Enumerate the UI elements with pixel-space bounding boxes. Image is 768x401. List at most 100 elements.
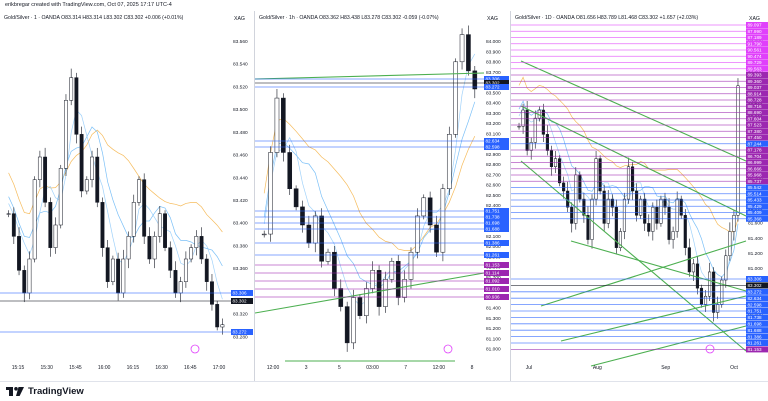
price-label-text: 89.037 bbox=[748, 85, 762, 90]
price-label-text: 81.751 bbox=[748, 309, 762, 314]
candle bbox=[79, 126, 84, 198]
price-label-text: 85.433 bbox=[748, 198, 762, 203]
price-label-text: 87.523 bbox=[748, 123, 762, 128]
trendline[interactable] bbox=[520, 60, 747, 162]
y-tick-label: 81.400 bbox=[486, 306, 501, 312]
price-label-text: 87.604 bbox=[748, 116, 762, 121]
y-tick-label: 81.600 bbox=[748, 221, 763, 227]
candle bbox=[142, 173, 147, 244]
candle bbox=[110, 255, 115, 286]
y-tick-label: 83.320 bbox=[233, 312, 248, 318]
candle bbox=[415, 208, 420, 259]
trendline[interactable] bbox=[560, 295, 747, 342]
alert-clock-icon[interactable] bbox=[443, 344, 453, 354]
price-label-text: 89.729 bbox=[748, 60, 762, 65]
chart-panel-1h[interactable]: Gold/Silver · 1h · OANDA O83.362 H83.438… bbox=[255, 11, 509, 381]
candle bbox=[74, 72, 79, 144]
price-label-badge bbox=[484, 80, 509, 86]
price-label-text: 91.790 bbox=[748, 41, 762, 46]
price-label-badge bbox=[746, 276, 768, 282]
candle bbox=[210, 274, 214, 311]
price-label-badge bbox=[746, 72, 768, 78]
tradingview-brand[interactable]: TradingView bbox=[6, 384, 84, 399]
x-tick-label: 03:00 bbox=[366, 365, 379, 371]
candle bbox=[6, 210, 11, 218]
price-label-text: 85.542 bbox=[748, 185, 762, 190]
price-label-badge bbox=[746, 282, 768, 289]
candle bbox=[586, 206, 590, 245]
candle bbox=[27, 251, 32, 300]
y-tick-label: 83.100 bbox=[486, 131, 501, 137]
candle bbox=[582, 192, 586, 223]
panel-separator[interactable] bbox=[510, 11, 511, 381]
trendline[interactable] bbox=[520, 105, 747, 217]
y-tick-label: 83.400 bbox=[233, 221, 248, 227]
price-label-badge bbox=[746, 320, 768, 327]
price-label-text: 88.690 bbox=[748, 110, 762, 115]
price-label-badge bbox=[746, 28, 768, 35]
candle bbox=[716, 296, 720, 319]
candle bbox=[376, 265, 382, 316]
price-label-text: 85.514 bbox=[748, 191, 762, 196]
candle bbox=[533, 110, 537, 149]
x-tick-label: Jul bbox=[526, 365, 532, 371]
candle bbox=[663, 192, 667, 215]
y-tick-label: 81.700 bbox=[486, 275, 501, 281]
candle bbox=[168, 241, 173, 278]
price-label-badge bbox=[746, 190, 768, 197]
candle bbox=[659, 195, 663, 227]
candle bbox=[655, 199, 659, 230]
price-label-text: 83.302 bbox=[233, 299, 247, 304]
candle bbox=[553, 150, 558, 173]
price-label-badge bbox=[746, 147, 768, 153]
moving-average-line bbox=[263, 53, 476, 306]
footer-bar: TradingView bbox=[0, 381, 768, 401]
price-label-text: 87.990 bbox=[748, 29, 762, 34]
price-label-badge bbox=[484, 294, 509, 300]
y-tick-label: 81.000 bbox=[486, 347, 501, 353]
chart-svg[interactable]: Gold/Silver · 1 · OANDA O83.314 H83.314 … bbox=[0, 11, 253, 381]
trendline[interactable] bbox=[255, 272, 485, 314]
price-label-badge bbox=[746, 53, 768, 60]
trendline[interactable] bbox=[570, 240, 747, 292]
x-tick-label: 17:00 bbox=[213, 365, 226, 371]
price-label-text: 83.306 bbox=[233, 291, 247, 296]
price-label-badge bbox=[484, 252, 509, 258]
candle bbox=[695, 256, 699, 295]
price-label-text: 87.450 bbox=[748, 135, 762, 140]
price-label-badge bbox=[484, 240, 509, 246]
moving-average-line bbox=[263, 101, 476, 288]
trendline[interactable] bbox=[255, 72, 485, 80]
candle bbox=[712, 267, 716, 322]
y-tick-label: 82.800 bbox=[486, 162, 501, 168]
alert-clock-icon[interactable] bbox=[190, 344, 200, 354]
chart-svg[interactable]: Gold/Silver · 1h · OANDA O83.362 H83.438… bbox=[255, 11, 509, 381]
y-tick-label: 82.100 bbox=[486, 234, 501, 240]
price-label-badge bbox=[484, 138, 509, 144]
y-tick-label: 83.480 bbox=[233, 130, 248, 136]
price-label-text: 81.738 bbox=[748, 315, 762, 320]
alert-clock-icon[interactable] bbox=[705, 344, 715, 354]
chart-panel-1m[interactable]: Gold/Silver · 1 · OANDA O83.314 H83.314 … bbox=[0, 11, 253, 381]
candle bbox=[268, 146, 273, 242]
chart-svg[interactable]: Gold/Silver · 1D · OANDA O81.656 H83.789… bbox=[511, 11, 768, 381]
x-tick-label: 16:15 bbox=[127, 365, 140, 371]
panel-separator[interactable] bbox=[254, 11, 255, 381]
price-label-text: 81.114 bbox=[486, 271, 500, 276]
price-label-badge bbox=[746, 215, 768, 222]
candle bbox=[100, 197, 105, 257]
price-label-text: 85.409 bbox=[748, 210, 762, 215]
price-label-badge bbox=[746, 128, 768, 135]
trendline[interactable] bbox=[520, 160, 747, 352]
price-label-badge bbox=[746, 65, 768, 72]
price-label-badge bbox=[746, 346, 768, 353]
candle bbox=[602, 184, 606, 232]
trendline[interactable] bbox=[540, 240, 747, 307]
chart-panel-1d[interactable]: Gold/Silver · 1D · OANDA O81.656 H83.789… bbox=[511, 11, 768, 381]
currency-label: XAG bbox=[749, 16, 760, 22]
candle bbox=[199, 227, 204, 264]
trendline[interactable] bbox=[590, 325, 747, 367]
currency-label: XAG bbox=[487, 16, 498, 22]
price-label-text: 80.936 bbox=[486, 295, 500, 300]
moving-average-line bbox=[8, 129, 223, 233]
